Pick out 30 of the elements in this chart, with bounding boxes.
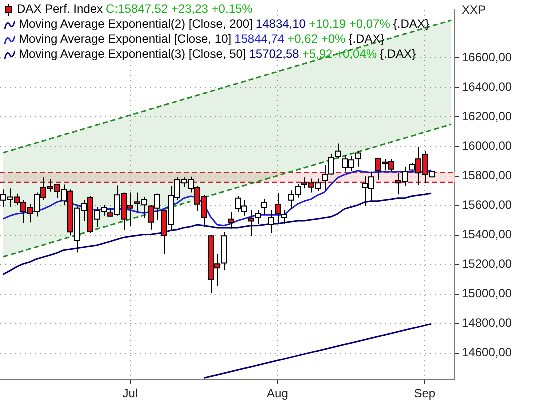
annotation: +10,19 +0,07% <box>308 17 390 32</box>
legend-label: Moving Average Exponential(2) [Close, 200] <box>19 17 253 32</box>
annotation: 14834,10 <box>256 17 306 32</box>
y-tick-label: 16200,00 <box>462 110 512 124</box>
annotation: +0,62 +0% <box>288 32 346 47</box>
y-tick-label: 15000,00 <box>462 286 512 301</box>
annotation: {.DAX} <box>393 17 430 32</box>
annotation: 15844,74 <box>234 32 285 47</box>
legend-label: DAX Perf. Index <box>17 2 104 17</box>
y-tick-label: 14600,00 <box>462 346 512 360</box>
y-tick-label: 16400,00 <box>462 80 512 94</box>
y-tick-label: 14800,00 <box>462 316 512 330</box>
annotation: {.DAX} <box>348 32 385 47</box>
annotation: {.DAX} <box>380 47 416 62</box>
annotation: +5,92 +0,04% <box>302 47 378 62</box>
y-axis-title: XXP <box>462 3 486 17</box>
annotation: 15702,58 <box>249 47 300 62</box>
legend-label: Moving Average Exponential(3) [Close, 50] <box>19 47 246 62</box>
y-tick-label: 15800,00 <box>462 168 512 183</box>
legend-label: Moving Average Exponential [Close, 10] <box>19 32 232 47</box>
y-tick-label: 15400,00 <box>462 228 512 242</box>
y-tick-label: 16000,00 <box>462 139 512 154</box>
x-tick-label: Aug <box>267 386 288 400</box>
x-tick-label: Sep <box>414 386 436 400</box>
y-tick-label: 16600,00 <box>462 50 512 64</box>
annotation: C:15847,52 +23,23 +0,15% <box>106 2 253 17</box>
y-tick-label: 15600,00 <box>462 198 512 212</box>
x-tick-label: Jul <box>122 386 138 400</box>
y-tick-label: 15200,00 <box>462 257 512 272</box>
line-series <box>2 20 452 154</box>
